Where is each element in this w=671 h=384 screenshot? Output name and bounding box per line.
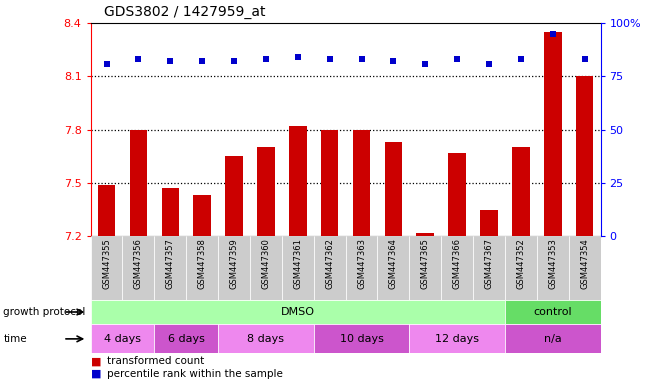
Text: growth protocol: growth protocol [3,307,86,317]
Text: GSM447367: GSM447367 [484,238,493,289]
Text: GSM447357: GSM447357 [166,238,174,289]
Bar [576,76,593,236]
Text: GSM447355: GSM447355 [102,238,111,289]
Text: n/a: n/a [544,334,562,344]
Point [293,54,303,60]
Text: GSM447363: GSM447363 [357,238,366,289]
Point [548,31,558,37]
Text: ■: ■ [91,369,105,379]
Bar [512,147,529,236]
Text: time: time [3,334,27,344]
Text: GSM447358: GSM447358 [198,238,207,289]
Text: GSM447356: GSM447356 [134,238,143,289]
Bar [409,236,442,300]
Bar [505,324,601,353]
Bar [91,324,154,353]
Bar [313,236,346,300]
Bar [123,236,154,300]
Text: GSM447365: GSM447365 [421,238,429,289]
Text: ■: ■ [91,356,105,366]
Bar [537,236,568,300]
Text: GSM447353: GSM447353 [548,238,557,289]
Bar [193,195,211,236]
Bar [480,210,498,236]
Text: 10 days: 10 days [340,334,383,344]
Bar [130,130,147,236]
Text: GDS3802 / 1427959_at: GDS3802 / 1427959_at [104,5,266,19]
Text: 4 days: 4 days [104,334,141,344]
Bar [568,236,601,300]
Bar [218,324,313,353]
Bar [186,236,218,300]
Bar [505,300,601,324]
Bar [346,236,377,300]
Bar [91,300,505,324]
Bar [218,236,250,300]
Point [165,58,176,65]
Bar [353,130,370,236]
Point [101,60,112,66]
Point [356,56,367,62]
Bar [448,153,466,236]
Bar [162,188,179,236]
Bar [250,236,282,300]
Bar [417,233,434,236]
Bar [505,236,537,300]
Text: 12 days: 12 days [435,334,479,344]
Bar [321,130,338,236]
Point [579,56,590,62]
Bar [91,236,123,300]
Point [452,56,462,62]
Text: GSM447364: GSM447364 [389,238,398,289]
Bar [225,156,243,236]
Bar [282,236,313,300]
Point [484,60,495,66]
Point [260,56,271,62]
Point [197,58,207,65]
Bar [377,236,409,300]
Text: GSM447359: GSM447359 [229,238,238,289]
Text: percentile rank within the sample: percentile rank within the sample [107,369,283,379]
Text: control: control [533,307,572,317]
Bar [473,236,505,300]
Text: GSM447366: GSM447366 [453,238,462,289]
Text: GSM447352: GSM447352 [517,238,525,289]
Bar [98,185,115,236]
Point [420,60,431,66]
Text: GSM447354: GSM447354 [580,238,589,289]
Bar [313,324,409,353]
Text: DMSO: DMSO [280,307,315,317]
Text: GSM447362: GSM447362 [325,238,334,289]
Bar [257,147,274,236]
Bar [154,236,186,300]
Text: GSM447361: GSM447361 [293,238,302,289]
Bar [384,142,402,236]
Bar [409,324,505,353]
Text: transformed count: transformed count [107,356,205,366]
Point [324,56,335,62]
Bar [289,126,307,236]
Bar [154,324,218,353]
Bar [442,236,473,300]
Point [515,56,526,62]
Point [229,58,240,65]
Point [388,58,399,65]
Text: 6 days: 6 days [168,334,205,344]
Point [133,56,144,62]
Bar [544,32,562,236]
Text: GSM447360: GSM447360 [262,238,270,289]
Text: 8 days: 8 days [248,334,285,344]
